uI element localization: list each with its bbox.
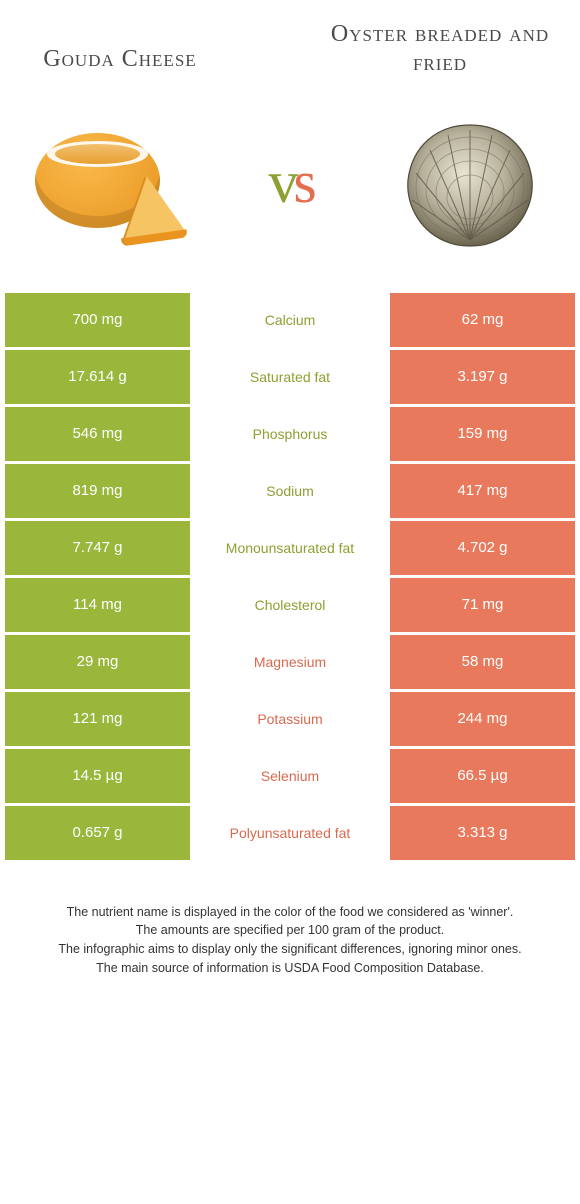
value-left: 17.614 g: [5, 350, 192, 404]
table-row: 7.747 gMonounsaturated fat4.702 g: [5, 521, 575, 575]
value-right: 62 mg: [388, 293, 575, 347]
value-right: 71 mg: [388, 578, 575, 632]
nutrient-label: Magnesium: [192, 635, 388, 689]
vs-v-letter: v: [268, 149, 293, 215]
header: Gouda Cheese Oyster breaded and fried: [0, 0, 580, 88]
table-row: 121 mgPotassium244 mg: [5, 692, 575, 746]
value-right: 58 mg: [388, 635, 575, 689]
value-left: 7.747 g: [5, 521, 192, 575]
nutrient-label: Calcium: [192, 293, 388, 347]
table-row: 29 mgMagnesium58 mg: [5, 635, 575, 689]
header-left-title: Gouda Cheese: [30, 20, 210, 78]
value-right: 3.197 g: [388, 350, 575, 404]
nutrient-label: Sodium: [192, 464, 388, 518]
table-row: 546 mgPhosphorus159 mg: [5, 407, 575, 461]
nutrient-label: Cholesterol: [192, 578, 388, 632]
value-right: 4.702 g: [388, 521, 575, 575]
nutrient-label: Phosphorus: [192, 407, 388, 461]
value-left: 546 mg: [5, 407, 192, 461]
footer-line: The nutrient name is displayed in the co…: [25, 903, 555, 922]
value-left: 121 mg: [5, 692, 192, 746]
footer-notes: The nutrient name is displayed in the co…: [0, 863, 580, 998]
header-right-title: Oyster breaded and fried: [330, 20, 550, 78]
nutrient-label: Potassium: [192, 692, 388, 746]
oyster-icon: [395, 108, 545, 258]
vs-label: vs: [268, 148, 311, 217]
value-right: 3.313 g: [388, 806, 575, 860]
value-left: 700 mg: [5, 293, 192, 347]
food-name-left: Gouda Cheese: [30, 45, 210, 74]
vs-s-letter: s: [293, 149, 311, 215]
value-right: 66.5 µg: [388, 749, 575, 803]
footer-line: The infographic aims to display only the…: [25, 940, 555, 959]
value-left: 29 mg: [5, 635, 192, 689]
nutrient-label: Saturated fat: [192, 350, 388, 404]
cheese-icon: [35, 128, 185, 238]
comparison-table: 700 mgCalcium62 mg17.614 gSaturated fat3…: [0, 293, 580, 860]
value-left: 819 mg: [5, 464, 192, 518]
value-left: 114 mg: [5, 578, 192, 632]
value-right: 417 mg: [388, 464, 575, 518]
food-name-right: Oyster breaded and fried: [330, 20, 550, 78]
image-row: vs: [0, 88, 580, 293]
value-right: 159 mg: [388, 407, 575, 461]
value-left: 14.5 µg: [5, 749, 192, 803]
food-image-right: [390, 103, 550, 263]
value-left: 0.657 g: [5, 806, 192, 860]
footer-line: The amounts are specified per 100 gram o…: [25, 921, 555, 940]
table-row: 17.614 gSaturated fat3.197 g: [5, 350, 575, 404]
value-right: 244 mg: [388, 692, 575, 746]
food-image-left: [30, 103, 190, 263]
table-row: 14.5 µgSelenium66.5 µg: [5, 749, 575, 803]
nutrient-label: Polyunsaturated fat: [192, 806, 388, 860]
table-row: 819 mgSodium417 mg: [5, 464, 575, 518]
nutrient-label: Selenium: [192, 749, 388, 803]
table-row: 700 mgCalcium62 mg: [5, 293, 575, 347]
table-row: 114 mgCholesterol71 mg: [5, 578, 575, 632]
nutrient-label: Monounsaturated fat: [192, 521, 388, 575]
footer-line: The main source of information is USDA F…: [25, 959, 555, 978]
table-row: 0.657 gPolyunsaturated fat3.313 g: [5, 806, 575, 860]
